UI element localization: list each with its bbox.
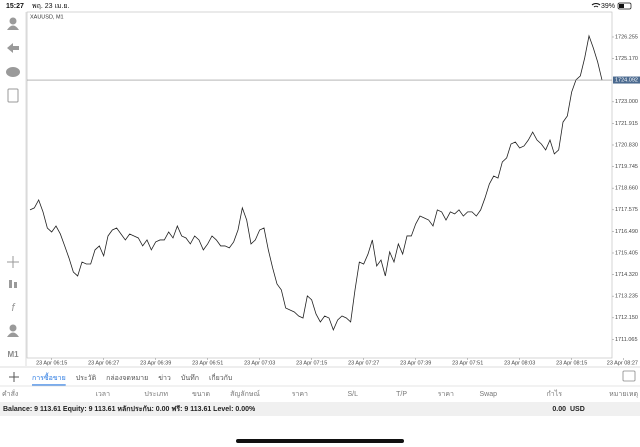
x-tick-label: 23 Apr 07:51 <box>452 360 483 366</box>
y-tick-label: 1719.745 <box>615 164 638 170</box>
column-header: ราคา <box>438 391 454 398</box>
x-tick-label: 23 Apr 07:39 <box>400 360 431 366</box>
clock: 15:27 <box>6 3 24 10</box>
current-price-box <box>613 76 640 84</box>
home-indicator <box>236 439 404 443</box>
account-summary: Balance: 9 113.61 Equity: 9 113.61 หลักป… <box>3 405 256 413</box>
y-tick-label: 1713.235 <box>615 294 638 300</box>
account-currency: USD <box>570 406 585 413</box>
timeframe[interactable]: M1 <box>7 350 19 359</box>
tab[interactable]: ข่าว <box>158 375 171 382</box>
icon-indicators[interactable]: f <box>11 302 15 314</box>
y-tick-label: 1711.065 <box>615 337 638 343</box>
x-tick-label: 23 Apr 08:03 <box>504 360 535 366</box>
y-tick-label: 1715.405 <box>615 250 638 256</box>
icon-trade[interactable] <box>7 43 19 53</box>
y-tick-label: 1720.830 <box>615 142 638 148</box>
column-header: T/P <box>396 391 407 398</box>
icon-new[interactable] <box>7 88 19 103</box>
icon-crosshair[interactable] <box>7 256 19 268</box>
column-headers: คำสั่ง เวลา ประเภท ขนาด สัญลักษณ์ ราคา S/L T/P ร… <box>2 389 638 398</box>
y-tick-label: 1714.320 <box>615 272 638 278</box>
icon-account-body <box>7 25 19 30</box>
chart-title: XAUUSD, M1 <box>30 14 64 20</box>
column-header: Swap <box>479 391 497 398</box>
x-tick-label: 23 Apr 06:15 <box>36 360 67 366</box>
expand-button[interactable] <box>622 370 636 382</box>
y-tick-label: 1717.575 <box>615 207 638 213</box>
y-tick-label: 1723.000 <box>615 99 638 105</box>
account-row <box>0 402 640 416</box>
column-header: สัญลักษณ์ <box>230 390 260 398</box>
battery-percent: 39% <box>601 3 615 10</box>
current-price-label: 1724.092 <box>615 77 638 83</box>
icon-chat[interactable] <box>6 67 20 77</box>
column-header: เวลา <box>95 391 110 398</box>
x-tick-label: 23 Apr 08:15 <box>556 360 587 366</box>
chart: XAUUSD, M1 1726.255 1725.170 1723.000 1721.… <box>26 11 640 366</box>
tab[interactable]: ประวัติ <box>76 374 97 382</box>
x-tick-label: 23 Apr 08:27 <box>607 360 638 366</box>
y-tick-label: 1712.150 <box>615 315 638 321</box>
y-tick-label: 1725.170 <box>615 56 638 62</box>
battery-icon <box>617 2 632 10</box>
y-tick-label: 1721.915 <box>615 121 638 127</box>
column-header: S/L <box>347 391 358 398</box>
column-header: หมายเหตุ <box>609 391 638 398</box>
column-header: ราคา <box>292 391 308 398</box>
x-tick-label: 23 Apr 07:15 <box>296 360 327 366</box>
sidebar: f M1 <box>6 17 20 359</box>
y-tick-label: 1726.255 <box>615 34 638 40</box>
wifi-icon <box>591 3 601 8</box>
column-header: ขนาด <box>192 391 210 398</box>
tab[interactable]: การซื้อขาย <box>32 371 66 382</box>
column-header: กำไร <box>547 389 563 398</box>
icon-objects[interactable] <box>9 324 17 332</box>
date: พฤ. 23 เม.ย. <box>32 3 70 10</box>
tab[interactable]: เกี่ยวกับ <box>209 373 232 382</box>
battery-level <box>619 4 624 8</box>
price-line <box>29 34 603 332</box>
add-button[interactable] <box>9 372 19 382</box>
y-tick-label: 1718.660 <box>615 186 638 192</box>
x-tick-label: 23 Apr 07:03 <box>244 360 275 366</box>
x-tick-label: 23 Apr 07:27 <box>348 360 379 366</box>
icon-candles[interactable] <box>9 280 12 288</box>
x-tick-label: 23 Apr 06:51 <box>192 360 223 366</box>
y-tick-label: 1716.490 <box>615 229 638 235</box>
plot-area <box>26 11 613 359</box>
x-tick-label: 23 Apr 06:27 <box>88 360 119 366</box>
tab[interactable]: บันทึก <box>181 373 199 382</box>
account-total: 0.00 <box>552 406 566 413</box>
column-header: คำสั่ง <box>2 389 18 398</box>
x-tick-label: 23 Apr 06:39 <box>140 360 171 366</box>
column-header: ประเภท <box>144 391 168 398</box>
tabs: การซื้อขาย ประวัติ กล่องจดหมาย ข่าว บันทึก เก… <box>32 371 232 386</box>
tab[interactable]: กล่องจดหมาย <box>106 375 148 382</box>
icon-account[interactable] <box>9 17 17 25</box>
